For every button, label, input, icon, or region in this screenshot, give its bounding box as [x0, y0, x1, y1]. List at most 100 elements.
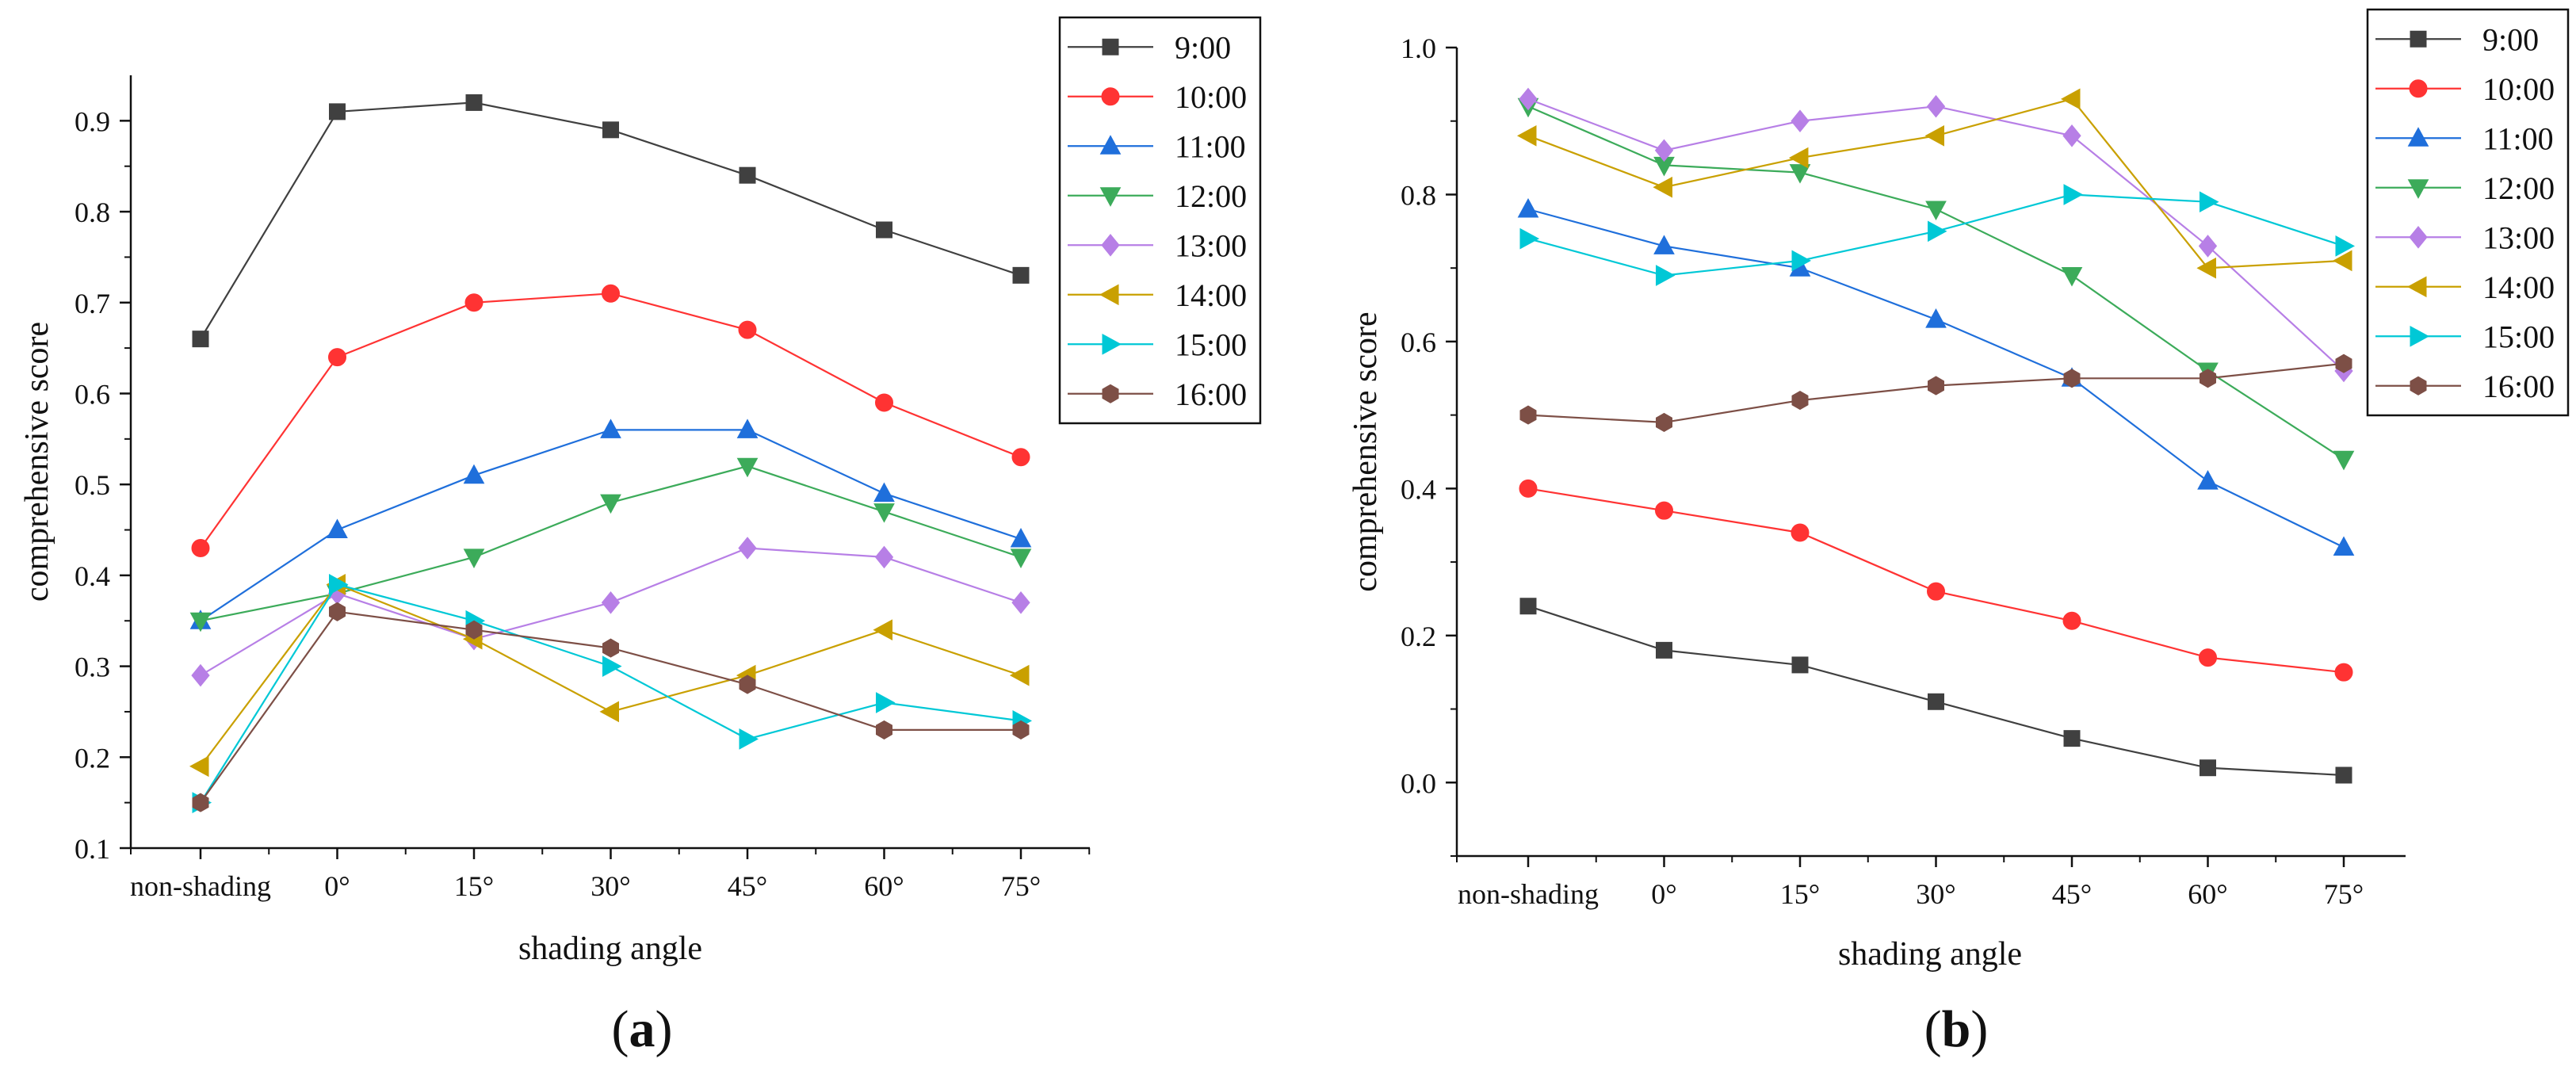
data-point-1400 [873, 619, 892, 641]
data-point-1500 [602, 655, 622, 677]
data-point-1300 [1926, 94, 1946, 118]
panel-label: (b) [1924, 1000, 1989, 1058]
data-point-1100 [1010, 527, 1032, 548]
legend-item-1000: 10:00 [2375, 71, 2555, 107]
x-tick-label: 45° [728, 870, 767, 902]
data-point-1500 [876, 692, 896, 713]
legend-label: 9:00 [1175, 29, 1231, 65]
legend-label: 10:00 [1175, 79, 1247, 115]
data-point-1000 [1519, 479, 1538, 498]
y-tick-label: 0.8 [1401, 179, 1436, 211]
data-point-1500 [1519, 227, 1540, 250]
series-line-900 [1527, 605, 2345, 777]
legend: 9:00 10:00 11:00 12:00 13:00 14:00 15:00 16:00 [1058, 16, 1262, 425]
data-point-1000 [328, 348, 346, 367]
data-point-1400 [2196, 257, 2216, 279]
legend-marker [2407, 179, 2429, 199]
panel-label-close-paren: ) [1970, 1000, 1988, 1058]
data-point-1100 [873, 482, 895, 503]
data-point-1300 [1011, 591, 1030, 614]
x-tick-label: 30° [590, 870, 630, 902]
y-tick-label: 0.9 [75, 105, 110, 137]
data-point-1500 [1928, 220, 1947, 243]
data-point-1400 [599, 701, 619, 723]
legend-label: 13:00 [1175, 227, 1247, 263]
legend-marker [2410, 325, 2430, 347]
data-point-900 [2200, 759, 2216, 777]
x-tick-label: 0° [324, 870, 350, 902]
data-point-900 [602, 121, 619, 139]
legend-marker [1102, 38, 1119, 55]
y-tick-label: 0.2 [1401, 621, 1436, 652]
legend-label: 14:00 [1175, 277, 1247, 313]
legend-box [1058, 16, 1262, 425]
legend-label: 12:00 [2482, 170, 2555, 206]
x-tick-label: 45° [2052, 878, 2092, 910]
data-point-1300 [738, 537, 757, 560]
data-point-1200 [600, 494, 621, 514]
data-point-1300 [1654, 139, 1674, 162]
y-tick-label: 0.7 [75, 288, 110, 319]
data-point-1300 [2198, 235, 2218, 258]
data-point-1400 [1516, 124, 1537, 147]
legend-label: 9:00 [2482, 21, 2539, 57]
x-axis-title: shading angle [1838, 936, 2022, 973]
legend-marker [1102, 384, 1119, 403]
legend-item-1600: 16:00 [2375, 369, 2555, 404]
data-point-1100 [327, 518, 348, 538]
x-tick-label: 75° [1001, 870, 1041, 902]
data-point-1200 [2333, 450, 2355, 471]
data-point-1100 [1925, 308, 1947, 328]
series-line-1200 [1527, 105, 2345, 461]
data-point-1100 [600, 419, 621, 438]
data-point-1500 [2063, 184, 2084, 205]
legend-label: 16:00 [1175, 376, 1247, 412]
panel-label-letter: b [1942, 1000, 1971, 1058]
data-point-1600 [1519, 405, 1537, 425]
data-point-1200 [1925, 201, 1947, 221]
x-tick-label: 0° [1651, 878, 1676, 910]
data-point-1000 [2199, 648, 2217, 667]
legend-item-1000: 10:00 [1068, 79, 1247, 115]
legend-item-1400: 14:00 [2375, 269, 2555, 305]
data-point-1000 [1791, 523, 1810, 542]
data-point-1200 [1010, 548, 1032, 568]
legend-marker [2410, 30, 2427, 48]
data-point-1100 [736, 419, 759, 438]
legend-item-900: 9:00 [1068, 29, 1231, 65]
data-point-1200 [2061, 267, 2083, 287]
data-point-1000 [738, 320, 757, 339]
legend-marker [2407, 127, 2429, 147]
data-point-1600 [329, 602, 346, 621]
data-point-1400 [1924, 124, 1944, 147]
y-tick-label: 0.5 [75, 469, 110, 501]
data-point-1600 [1012, 720, 1030, 740]
legend-label: 11:00 [1175, 128, 1246, 164]
data-point-1300 [2062, 124, 2081, 147]
chart-panel-a: 0.1 0.2 0.3 0.4 0.5 0.6 0.7 0.8 0.9 non-shading 0°… [19, 16, 1262, 1058]
data-point-900 [465, 94, 483, 111]
y-tick-label: 0.4 [1401, 473, 1436, 505]
legend-item-1200: 12:00 [2375, 170, 2555, 206]
legend-label: 15:00 [1175, 327, 1247, 362]
data-point-1000 [602, 284, 620, 303]
data-point-1600 [739, 675, 756, 694]
panel-label: (a) [612, 1000, 673, 1058]
legend-label: 14:00 [2482, 269, 2555, 305]
data-point-1000 [2334, 663, 2353, 682]
data-point-900 [1791, 656, 1809, 674]
legend-label: 12:00 [1175, 178, 1247, 214]
legend-item-1500: 15:00 [2375, 319, 2555, 354]
data-point-1100 [1517, 197, 1539, 218]
legend-item-1300: 13:00 [1068, 227, 1247, 263]
data-point-1200 [463, 548, 485, 568]
panel-label-open-paren: ( [612, 1000, 629, 1058]
legend-marker [1101, 234, 1120, 257]
x-tick-label: 60° [2188, 878, 2227, 910]
data-point-900 [1928, 693, 1944, 710]
data-point-900 [2335, 766, 2352, 784]
series-line-1000 [1527, 487, 2345, 674]
data-point-1100 [463, 464, 485, 484]
legend-marker [2409, 79, 2428, 98]
legend-marker [1101, 87, 1120, 106]
